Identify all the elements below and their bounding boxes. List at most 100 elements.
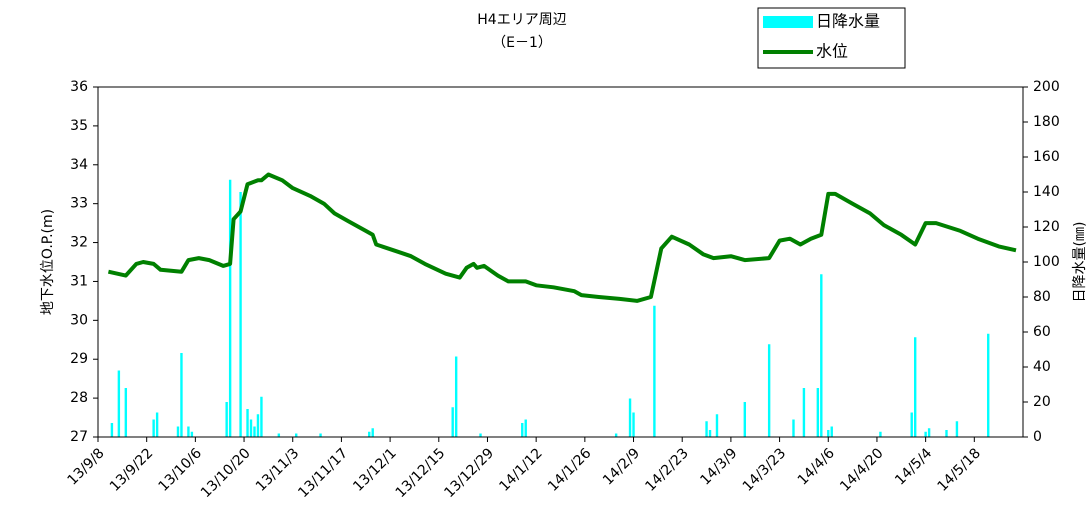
y-tick-label: 30 (70, 312, 88, 328)
bar (830, 426, 833, 437)
x-tick-label: 13/9/22 (107, 445, 156, 494)
legend-label: 水位 (816, 42, 848, 61)
bar (945, 430, 948, 437)
bar (253, 426, 256, 437)
bar (924, 431, 927, 437)
bar (802, 388, 806, 437)
x-tick-label: 13/9/8 (64, 445, 107, 488)
bar (152, 419, 155, 437)
bar (653, 305, 656, 437)
line (107, 172, 1017, 303)
x-tick-label: 14/4/20 (837, 445, 886, 494)
bar (628, 398, 632, 437)
y-tick-label: 27 (70, 429, 88, 445)
y2-tick-label: 160 (1033, 149, 1060, 165)
plot-frame (97, 86, 1024, 438)
chart-subtitle: （E－1） (492, 35, 552, 51)
x-tick-label: 14/2/9 (600, 445, 643, 488)
y2-tick-label: 80 (1033, 289, 1051, 305)
y-tick-label: 32 (70, 235, 88, 251)
bar (927, 428, 931, 437)
bar (705, 421, 708, 437)
x-tick-label: 13/10/6 (156, 445, 206, 495)
bar (987, 333, 990, 437)
x-tick-label: 13/11/3 (253, 445, 302, 494)
bar (767, 344, 771, 437)
y-tick-label: 35 (70, 118, 88, 134)
bar (180, 353, 183, 437)
bar (256, 414, 260, 437)
y2-tick-label: 60 (1033, 324, 1051, 340)
y2-tick-label: 140 (1033, 184, 1060, 200)
y2-tick-label: 100 (1033, 254, 1060, 270)
y-axis-label: 地下水位O.P.(m) (40, 209, 56, 315)
bar (371, 428, 374, 437)
y2-tick-label: 200 (1033, 79, 1060, 95)
bar (614, 433, 618, 437)
y2-tick-label: 40 (1033, 359, 1051, 375)
x-tick-label: 14/1/26 (545, 445, 595, 495)
bar (816, 388, 820, 437)
bar (708, 430, 712, 437)
y-tick-label: 36 (70, 79, 88, 95)
bar (228, 179, 232, 437)
legend-label: 日降水量 (816, 12, 880, 31)
bar (225, 402, 228, 437)
x-tick-label: 14/1/12 (496, 445, 545, 494)
bar (451, 407, 454, 437)
bar (879, 431, 882, 437)
y-tick-label: 31 (70, 273, 88, 289)
bar (368, 431, 371, 437)
y2-tick-label: 0 (1033, 429, 1042, 445)
bar (743, 402, 747, 437)
bar (454, 356, 458, 437)
bar (110, 423, 114, 437)
y-tick-label: 28 (70, 390, 88, 406)
y-tick-label: 34 (70, 157, 88, 173)
y2-axis-label: 日降水量(㎜) (1072, 222, 1088, 303)
bar (820, 274, 823, 437)
bar (524, 419, 527, 437)
x-tick-label: 13/12/29 (441, 445, 497, 501)
y2-tick-label: 20 (1033, 394, 1051, 410)
chart-title: H4エリア周辺 (477, 12, 566, 28)
x-tick-label: 14/5/18 (934, 445, 983, 494)
y2-tick-label: 120 (1033, 219, 1060, 235)
x-tick-label: 14/2/23 (642, 445, 691, 494)
bar (632, 412, 635, 437)
bar (295, 433, 298, 437)
y2-tick-label: 180 (1033, 114, 1060, 130)
bar (117, 370, 121, 437)
bar (521, 423, 524, 437)
bar (176, 426, 180, 437)
bar (827, 430, 830, 437)
bar (955, 421, 959, 437)
bar (155, 412, 159, 437)
bar (319, 433, 322, 437)
x-tick-label: 14/4/6 (795, 445, 838, 488)
bar (187, 426, 190, 437)
bar (715, 414, 719, 437)
x-tick-label: 14/3/9 (697, 445, 740, 488)
bar (479, 433, 482, 437)
bar (277, 433, 281, 437)
x-tick-label: 13/11/17 (295, 445, 351, 501)
x-tick-label: 13/12/1 (350, 445, 399, 494)
legend-swatch (763, 16, 813, 28)
x-tick-label: 14/3/23 (740, 445, 789, 494)
y-tick-label: 29 (70, 351, 88, 367)
bar (246, 409, 249, 437)
x-tick-label: 13/12/15 (393, 445, 449, 501)
x-tick-label: 13/10/20 (198, 445, 254, 501)
bar (249, 419, 253, 437)
bar (190, 431, 194, 437)
bar (260, 396, 263, 437)
bar (910, 412, 913, 437)
y-tick-label: 33 (70, 196, 88, 212)
bar (913, 337, 917, 437)
bar (239, 192, 242, 437)
bar (124, 388, 128, 437)
bar (792, 419, 795, 437)
x-tick-label: 14/5/4 (892, 445, 935, 488)
